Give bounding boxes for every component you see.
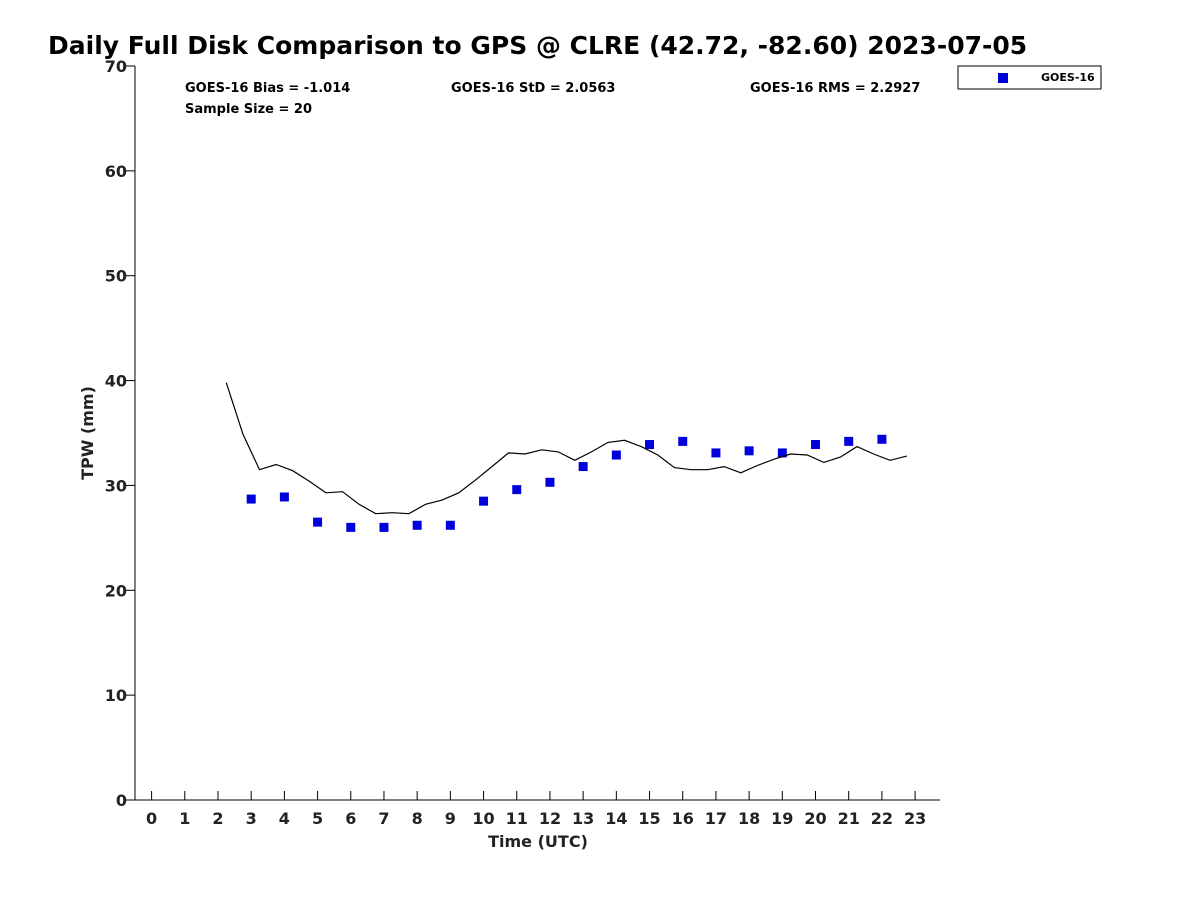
x-tick-label: 1	[179, 809, 190, 828]
x-tick-label: 15	[638, 809, 660, 828]
chart-title: Daily Full Disk Comparison to GPS @ CLRE…	[48, 31, 1027, 60]
legend: GOES-16	[957, 65, 1102, 90]
x-tick-label: 18	[738, 809, 760, 828]
goes16-point	[744, 446, 754, 456]
goes16-point	[844, 436, 854, 446]
y-ticks: 0 10 20 30 40 50 60 70	[105, 57, 135, 810]
y-tick-label: 50	[105, 267, 127, 286]
plot-frame	[135, 66, 940, 800]
x-tick-label: 21	[838, 809, 860, 828]
goes16-point	[578, 462, 588, 472]
goes16-point	[479, 496, 489, 506]
x-tick-label: 16	[672, 809, 694, 828]
x-tick-label: 9	[445, 809, 456, 828]
x-tick-label: 5	[312, 809, 323, 828]
x-tick-label: 2	[212, 809, 223, 828]
goes16-point	[412, 520, 422, 530]
rms-stat: GOES-16 RMS = 2.2927	[750, 81, 920, 96]
sample-size-stat: Sample Size = 20	[185, 102, 312, 117]
goes16-point	[279, 492, 289, 502]
goes16-point	[678, 436, 688, 446]
x-tick-label: 23	[904, 809, 926, 828]
legend-label-goes16: GOES-16	[1041, 71, 1095, 84]
x-tick-label: 0	[146, 809, 157, 828]
y-tick-label: 60	[105, 162, 127, 181]
x-tick-label: 6	[345, 809, 356, 828]
goes16-point	[545, 477, 555, 487]
x-tick-label: 12	[539, 809, 561, 828]
y-tick-label: 10	[105, 686, 127, 705]
x-tick-label: 13	[572, 809, 594, 828]
legend-box	[957, 65, 1102, 90]
goes16-point	[445, 520, 455, 530]
y-axis-label: TPW (mm)	[78, 386, 97, 480]
x-tick-label: 7	[378, 809, 389, 828]
goes16-point	[611, 450, 621, 460]
x-tick-label: 22	[871, 809, 893, 828]
x-tick-label: 4	[279, 809, 290, 828]
x-tick-label: 11	[506, 809, 528, 828]
goes16-point	[711, 448, 721, 458]
series-layer	[225, 382, 907, 532]
x-tick-label: 20	[804, 809, 826, 828]
y-tick-label: 30	[105, 476, 127, 495]
x-tick-label: 8	[412, 809, 423, 828]
x-ticks: 0 1 2 3 4 5 6 7 8 9 10 11 12 13 14 15 16 17 18 19 20 21 22 23	[146, 791, 926, 828]
y-tick-label: 20	[105, 581, 127, 600]
goes16-point	[811, 440, 821, 450]
bias-stat: GOES-16 Bias = -1.014	[185, 81, 350, 96]
goes16-point	[777, 448, 787, 458]
goes16-point	[313, 517, 323, 527]
x-tick-label: 19	[771, 809, 793, 828]
std-stat: GOES-16 StD = 2.0563	[451, 81, 615, 96]
x-axis-label: Time (UTC)	[488, 832, 588, 851]
x-tick-label: 3	[246, 809, 257, 828]
goes16-point	[346, 522, 356, 532]
y-tick-label: 40	[105, 372, 127, 391]
goes16-point	[645, 440, 655, 450]
gps-line	[225, 382, 907, 515]
y-tick-label: 70	[105, 57, 127, 76]
x-tick-label: 14	[605, 809, 627, 828]
x-tick-label: 10	[472, 809, 494, 828]
goes16-point	[379, 522, 389, 532]
goes16-point	[877, 434, 887, 444]
goes16-point	[512, 485, 522, 495]
legend-marker-goes16	[998, 73, 1008, 83]
x-tick-label: 17	[705, 809, 727, 828]
y-tick-label: 0	[116, 791, 127, 810]
goes16-point	[246, 494, 256, 504]
